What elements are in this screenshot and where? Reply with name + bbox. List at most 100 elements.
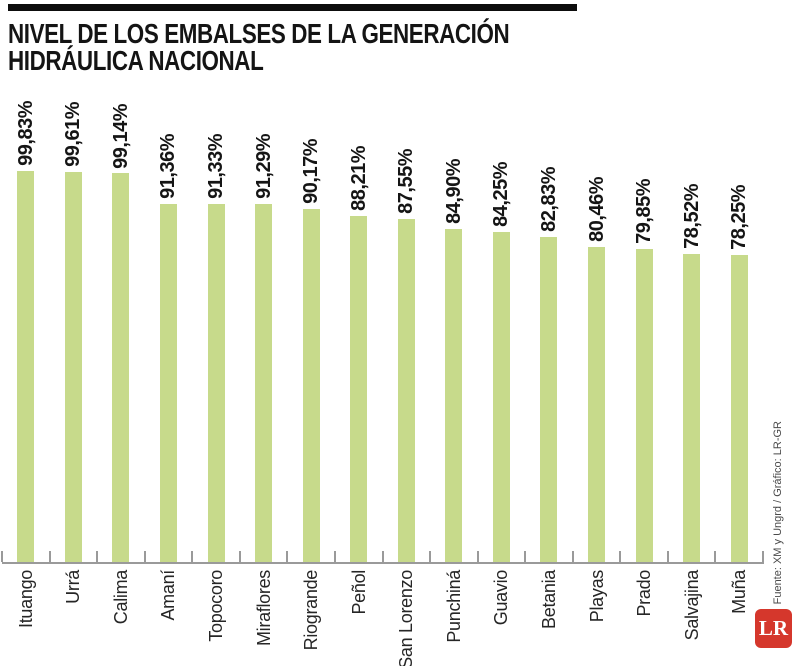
bar-column: 91,36% [145,134,193,562]
bar-value-label: 99,14% [109,103,132,169]
bar-value-label: 88,21% [347,146,370,212]
bar-value-label: 87,55% [395,148,418,214]
category-cell: Muña [715,570,763,614]
axis-ticks [1,551,764,562]
bar [17,170,35,562]
bar-value-label: 90,17% [300,138,323,204]
category-cell: Betania [525,570,573,629]
category-label: Prado [634,570,655,617]
top-rule [8,4,577,11]
bar-column: 80,46% [573,177,621,562]
bar-value-label: 79,85% [633,179,656,244]
bars-row: 99,83% 99,61% 99,14% 91,36% 91,33% 91,29% 90,1… [2,101,763,562]
axis-tick [1,551,3,562]
category-label: Urrá [63,570,84,604]
category-cell: Amaní [145,570,193,621]
bar [540,237,558,562]
category-cell: Peñol [335,570,383,615]
axis-tick [524,551,527,562]
bar-column: 91,33% [192,134,240,562]
category-cell: Prado [620,570,668,617]
lr-logo: LR [755,609,792,648]
axis-tick [666,551,669,562]
bar [635,249,653,562]
category-label: Salvajina [681,570,702,641]
axis-tick [762,551,764,562]
axis-tick [429,551,432,562]
bar-value-label: 99,61% [62,101,85,167]
category-cell: Playas [573,570,621,622]
bar-column: 87,55% [383,149,431,562]
bar [350,216,368,562]
axis-tick [619,551,622,562]
bar [207,204,225,562]
bar [730,255,748,562]
category-label: Playas [586,570,607,623]
category-cell: Punchiná [430,570,478,643]
category-cell: San Lorenzo [383,570,431,666]
bar-value-label: 84,90% [442,159,465,225]
bar [302,208,320,562]
bar-column: 99,14% [97,104,145,562]
axis-tick [191,551,194,562]
axis-tick [381,551,384,562]
bar-column: 78,25% [715,185,763,562]
category-label: Betania [538,570,559,629]
category-label: Punchiná [443,570,464,643]
bar [255,204,273,562]
axis-tick [714,551,717,562]
category-cell: Salvajina [668,570,716,640]
bar-column: 84,25% [478,162,526,562]
bar [588,246,606,562]
category-label: Ituango [15,570,36,628]
bar-column: 99,83% [2,101,50,562]
category-cell: Riogrande [287,570,335,650]
bar-column: 90,17% [287,139,335,562]
axis-tick [286,551,289,562]
category-cell: Ituango [2,570,50,628]
category-cell: Miraflores [240,570,288,646]
category-label: Guavio [491,570,512,626]
bar-column: 79,85% [620,179,668,562]
source-credit: Fuente: XM y Ungrd / Gráfico: LR-GR [772,420,784,604]
bar-column: 99,61% [50,102,98,562]
bar-column: 88,21% [335,146,383,562]
category-labels-row: Ituango Urrá Calima Amaní Topocoro Miraflores… [2,570,763,666]
bar-value-label: 78,25% [728,185,751,251]
category-label: Muña [729,570,750,614]
axis-tick [48,551,51,562]
category-label: Peñol [348,570,369,615]
lr-logo-text: LR [758,616,789,640]
bar [64,171,82,562]
bar-value-label: 91,33% [205,134,228,199]
bar [683,254,701,562]
bar-value-label: 82,83% [537,167,560,233]
bar [445,229,463,562]
bar-column: 78,52% [668,184,716,562]
bar-value-label: 80,46% [585,176,608,242]
bar [492,231,510,562]
category-label: San Lorenzo [396,570,417,666]
axis-tick [571,551,574,562]
axis-tick [333,551,336,562]
category-cell: Urrá [50,570,98,604]
bar-value-label: 91,29% [252,134,275,200]
axis-tick [143,551,146,562]
bar-column: 91,29% [240,134,288,562]
axis-tick [238,551,241,562]
page-title-line1: NIVEL DE LOS EMBALSES DE LA GENERACIÓN [8,18,510,49]
category-label: Miraflores [253,570,274,647]
category-label: Amaní [158,570,179,621]
category-cell: Topocoro [192,570,240,642]
bar-value-label: 84,25% [490,161,513,227]
bar [397,218,415,562]
bar [159,203,177,562]
category-label: Topocoro [206,570,227,642]
page-title-line2: HIDRÁULICA NACIONAL [8,45,264,76]
category-cell: Guavio [478,570,526,625]
x-axis-line [2,562,764,564]
page-title: NIVEL DE LOS EMBALSES DE LA GENERACIÓN H… [8,18,510,76]
category-label: Riogrande [301,570,322,651]
bar-value-label: 99,83% [14,100,37,166]
